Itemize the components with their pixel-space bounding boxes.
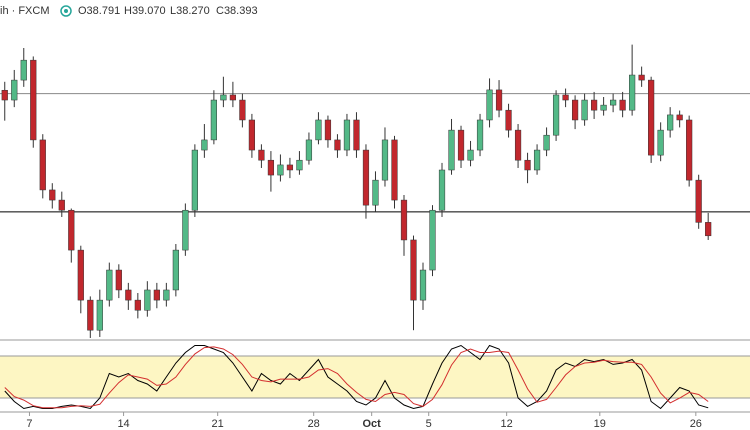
symbol: ih · FXCM <box>0 5 50 17</box>
candle-body <box>410 239 417 301</box>
candle-body <box>362 149 370 206</box>
candle-body <box>77 249 84 301</box>
candle-body <box>106 269 113 301</box>
x-tick-label: 7 <box>26 418 32 430</box>
candle-body <box>648 79 655 156</box>
candle-body <box>239 99 246 121</box>
candle-body <box>610 99 617 106</box>
candle-body <box>1 89 8 101</box>
x-tick-label: 5 <box>426 418 432 430</box>
candle-body <box>39 139 46 191</box>
candle-body <box>87 299 94 331</box>
candle-body <box>20 59 27 81</box>
candle-body <box>448 129 455 171</box>
candle-body <box>686 119 693 181</box>
x-tick-label: 12 <box>501 418 513 430</box>
candle-body <box>429 209 436 271</box>
candle-body <box>400 199 408 241</box>
candle-body <box>467 149 474 161</box>
candle-body <box>391 139 398 201</box>
candle-body <box>629 74 636 111</box>
candle-body <box>153 289 160 301</box>
candle-body <box>258 149 265 161</box>
ohlc-value: C38.393 <box>216 5 258 17</box>
ohlc-value: L38.270 <box>170 5 210 17</box>
candle-body <box>438 169 446 211</box>
stoch-line <box>4 344 709 410</box>
candle-body <box>305 139 313 161</box>
x-tick-label: 26 <box>690 418 702 430</box>
status-dot <box>64 9 68 13</box>
x-tick-label: 28 <box>308 418 320 430</box>
candle-body <box>96 299 103 331</box>
candle-body <box>543 134 550 151</box>
candle-body <box>495 89 503 111</box>
candle-body <box>49 189 56 201</box>
candle-body <box>115 269 122 291</box>
x-tick-label: 21 <box>212 418 224 430</box>
candle-body <box>334 139 341 151</box>
candle-body <box>286 164 294 171</box>
candle-body <box>705 222 712 237</box>
candle-body <box>343 119 351 151</box>
candle-body <box>524 159 531 171</box>
ohlc-value: H39.070 <box>124 5 166 17</box>
candle-body <box>30 59 37 141</box>
candle-body <box>476 119 484 151</box>
candle-body <box>638 74 645 81</box>
candle-body <box>134 299 141 311</box>
candle-body <box>600 104 607 111</box>
candle-body <box>552 94 560 136</box>
candle-body <box>201 139 208 151</box>
candle-body <box>419 269 427 301</box>
candle-body <box>533 149 541 171</box>
candle-body <box>676 114 683 121</box>
candle-body <box>695 179 702 223</box>
candle-body <box>68 209 75 251</box>
candle-body <box>296 159 303 171</box>
band <box>0 356 750 398</box>
candle-body <box>381 139 389 181</box>
candle-body <box>486 89 493 121</box>
candle-body <box>125 289 132 301</box>
candle-body <box>163 289 170 301</box>
candle-body <box>353 119 360 151</box>
candle-body <box>58 199 65 211</box>
candle-body <box>220 94 227 101</box>
candle-body <box>277 164 284 176</box>
stoch-line <box>4 346 709 409</box>
candle-body <box>248 119 256 151</box>
candle-body <box>457 129 465 161</box>
x-tick-label: 19 <box>594 418 606 430</box>
candle-body <box>315 119 322 141</box>
candle-body <box>267 159 275 176</box>
candle-body <box>657 129 664 156</box>
ohlc-value: O38.791 <box>78 5 120 17</box>
candle-body <box>372 179 379 206</box>
candle-body <box>571 99 579 121</box>
candle-body <box>591 99 598 111</box>
candle-body <box>172 249 179 291</box>
candle-body <box>514 129 522 161</box>
candle-body <box>144 289 151 311</box>
candle-body <box>11 79 18 101</box>
candle-body <box>210 99 217 141</box>
candle-body <box>667 114 674 131</box>
candle-body <box>229 94 236 101</box>
candle-body <box>182 209 189 251</box>
x-tick-label: Oct <box>363 418 382 430</box>
candle-body <box>619 99 626 111</box>
candle-body <box>562 94 569 101</box>
candle-body <box>191 149 198 211</box>
candle-body <box>505 109 512 131</box>
x-tick-label: 14 <box>117 418 129 430</box>
candle-body <box>581 99 588 121</box>
candle-body <box>324 119 332 141</box>
